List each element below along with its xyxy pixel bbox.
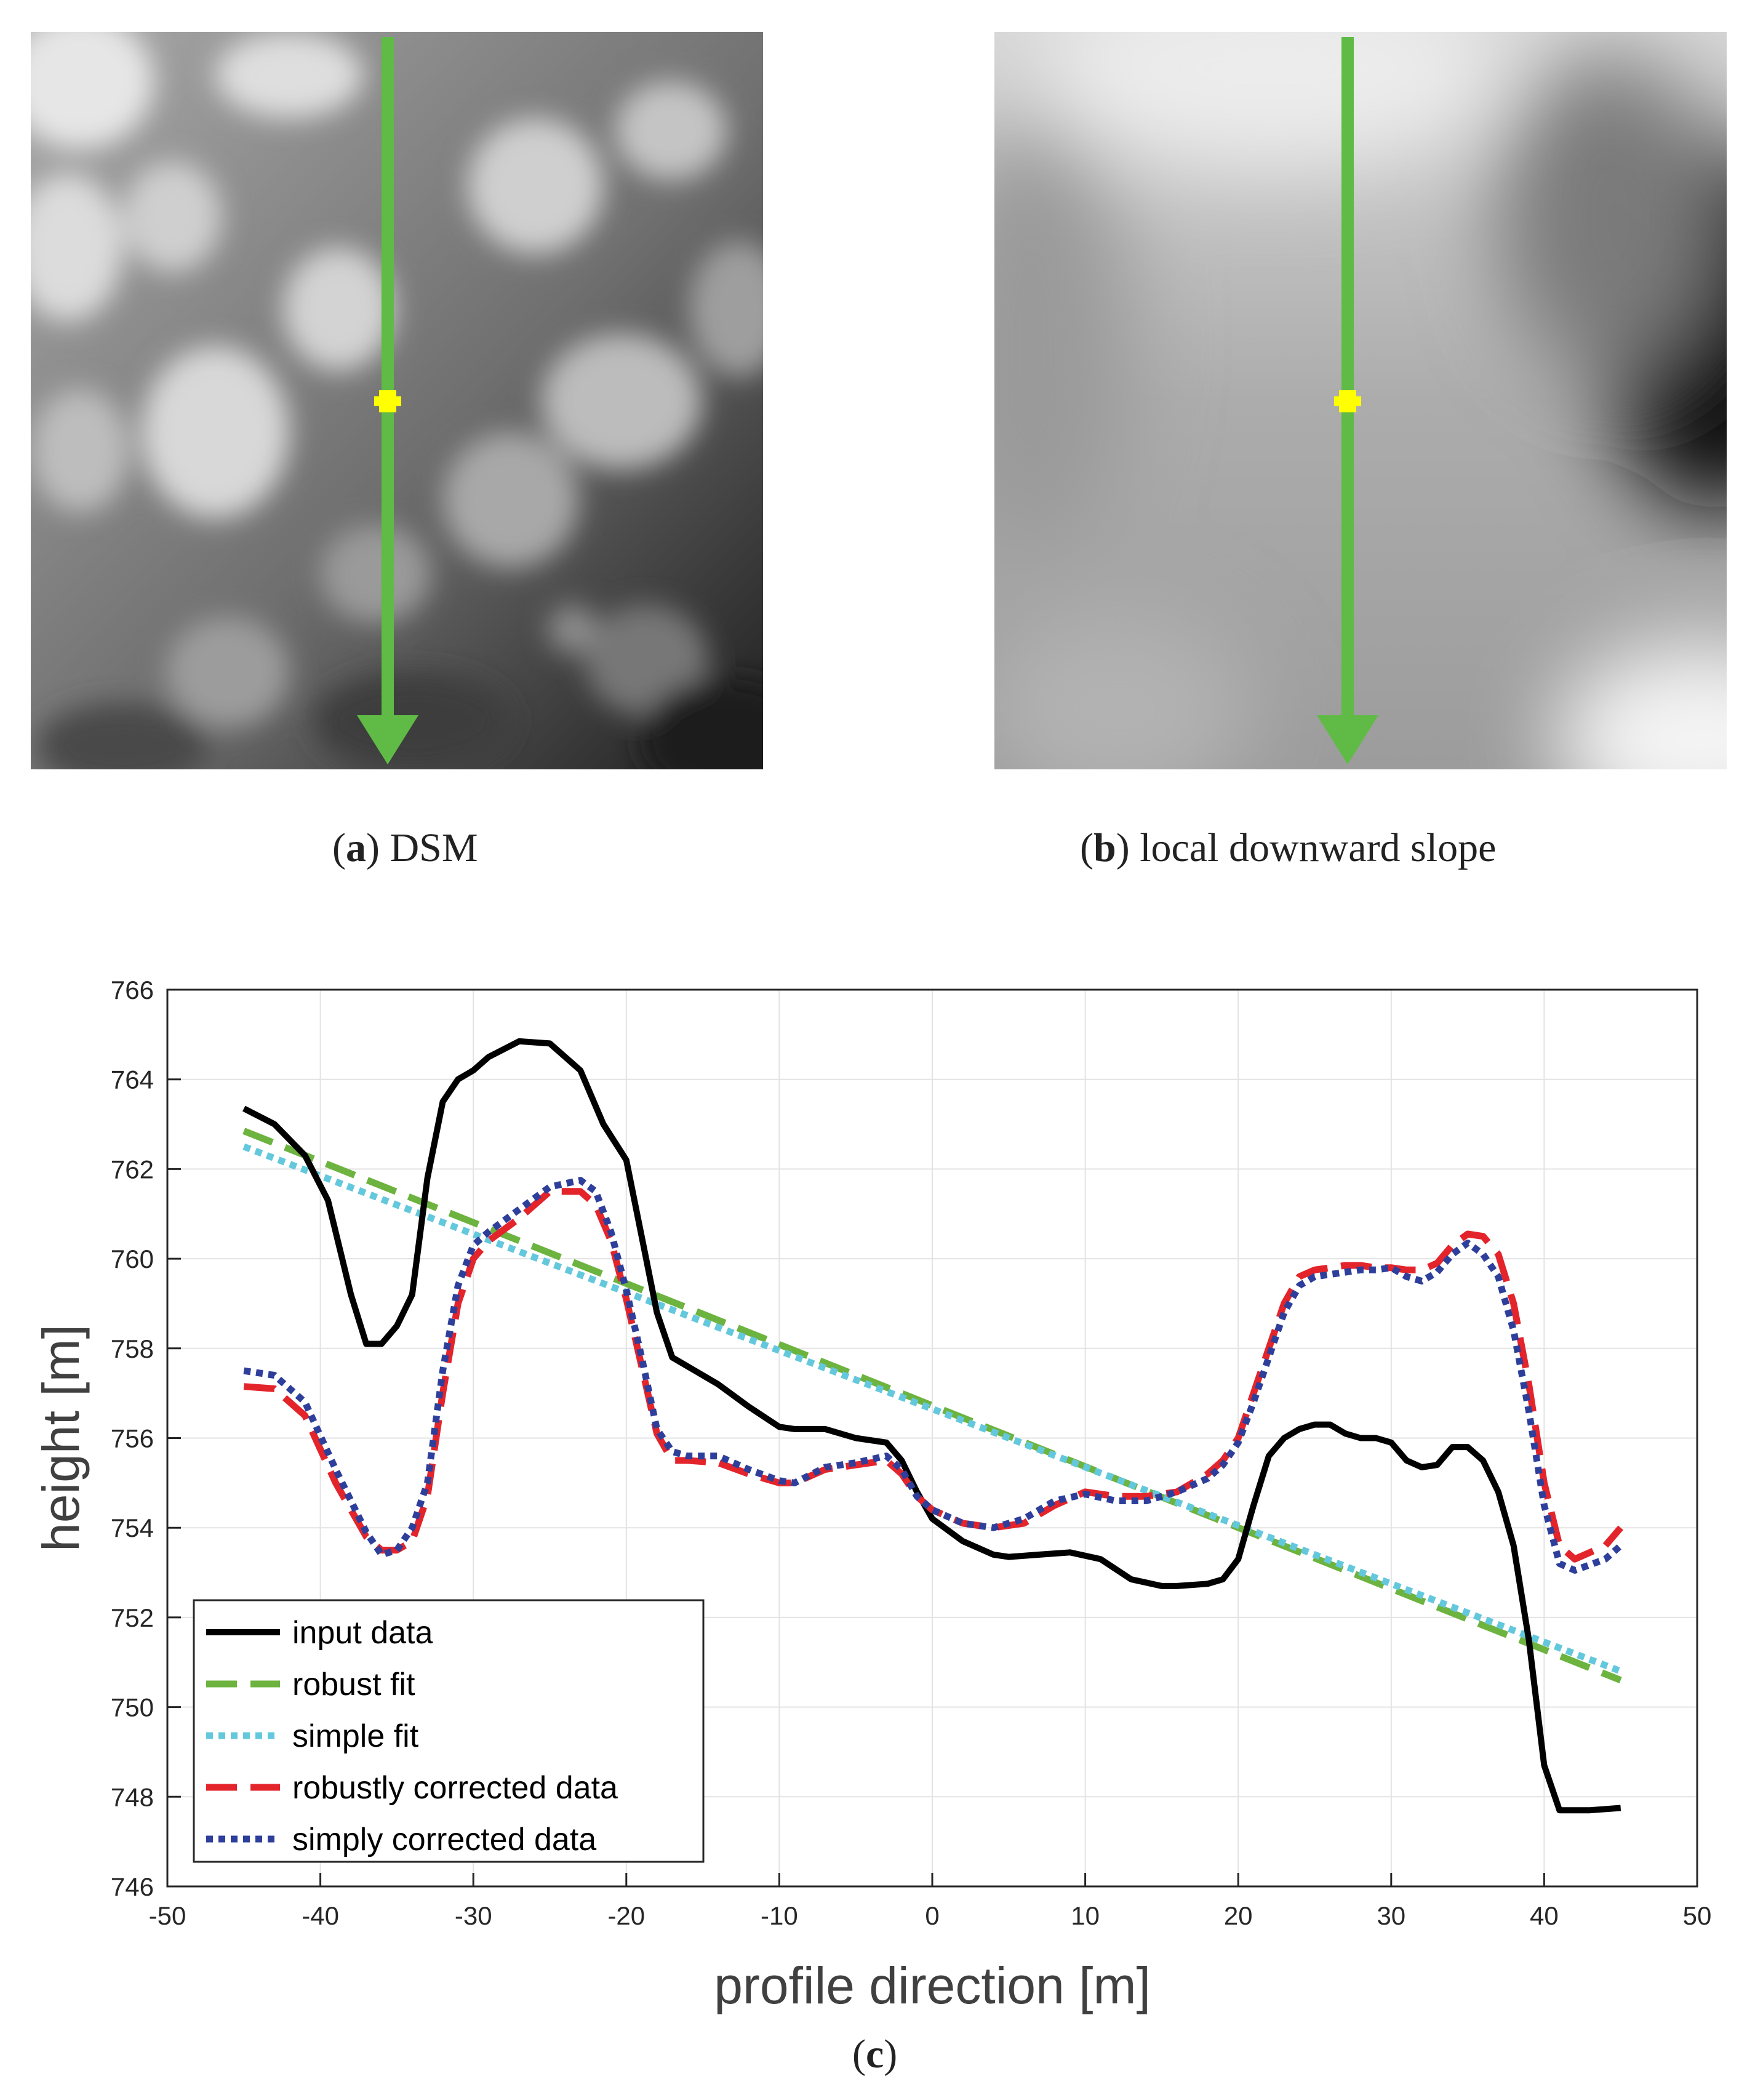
caption-c: (c) <box>852 2032 898 2077</box>
series-line-robust-fit <box>242 1128 1622 1684</box>
legend-label: robustly corrected data <box>292 1770 618 1806</box>
dsm-image <box>31 32 763 769</box>
x-tick-label: 50 <box>1683 1901 1712 1930</box>
y-axis-label: height [m] <box>32 1325 90 1552</box>
x-tick-label: -30 <box>455 1901 492 1930</box>
profile-arrow <box>357 37 418 764</box>
profile-arrow <box>1317 37 1378 764</box>
chart-ticks: -50 -40 -30 -20 -10 0 10 20 30 40 50 746 748 750 752 75… <box>111 976 1711 1930</box>
legend-label: simply corrected data <box>292 1822 596 1858</box>
legend-label: robust fit <box>292 1667 415 1702</box>
x-tick-label: -20 <box>607 1901 645 1930</box>
y-tick-label: 752 <box>111 1603 154 1632</box>
legend-label: input data <box>292 1615 433 1651</box>
caption-a: (a) DSM <box>332 825 478 870</box>
series-line-robustly-corrected-data <box>243 1188 1623 1563</box>
slope-image <box>994 32 1727 769</box>
y-tick-label: 754 <box>111 1513 154 1542</box>
chart-legend: input data robust fit simple fit robustly c… <box>193 1599 705 1863</box>
y-tick-label: 750 <box>111 1693 154 1722</box>
x-tick-label: -40 <box>302 1901 339 1930</box>
y-tick-label: 766 <box>111 976 154 1004</box>
caption-b: (b) local downward slope <box>1080 825 1497 870</box>
y-tick-label: 758 <box>111 1334 154 1363</box>
x-tick-label: 10 <box>1071 1901 1100 1930</box>
x-tick-label: 40 <box>1530 1901 1559 1930</box>
x-tick-label: -50 <box>149 1901 186 1930</box>
profile-chart: -50 -40 -30 -20 -10 0 10 20 30 40 50 746 748 750 752 75… <box>32 976 1711 2014</box>
x-tick-label: -10 <box>761 1901 798 1930</box>
x-axis-label: profile direction [m] <box>714 1957 1151 2014</box>
y-tick-label: 764 <box>111 1065 154 1094</box>
legend-box <box>193 1599 705 1863</box>
series-line-simply-corrected-data <box>243 1177 1623 1574</box>
chart-series <box>242 1038 1623 1814</box>
y-tick-label: 760 <box>111 1244 154 1273</box>
x-tick-label: 20 <box>1224 1901 1253 1930</box>
y-tick-label: 748 <box>111 1782 154 1811</box>
legend-label: simple fit <box>292 1718 419 1754</box>
series-line-input-data <box>242 1038 1621 1814</box>
x-tick-label: 0 <box>925 1901 939 1930</box>
y-tick-label: 746 <box>111 1872 154 1901</box>
y-tick-label: 756 <box>111 1424 154 1453</box>
x-tick-label: 30 <box>1377 1901 1405 1930</box>
y-tick-label: 762 <box>111 1155 154 1184</box>
